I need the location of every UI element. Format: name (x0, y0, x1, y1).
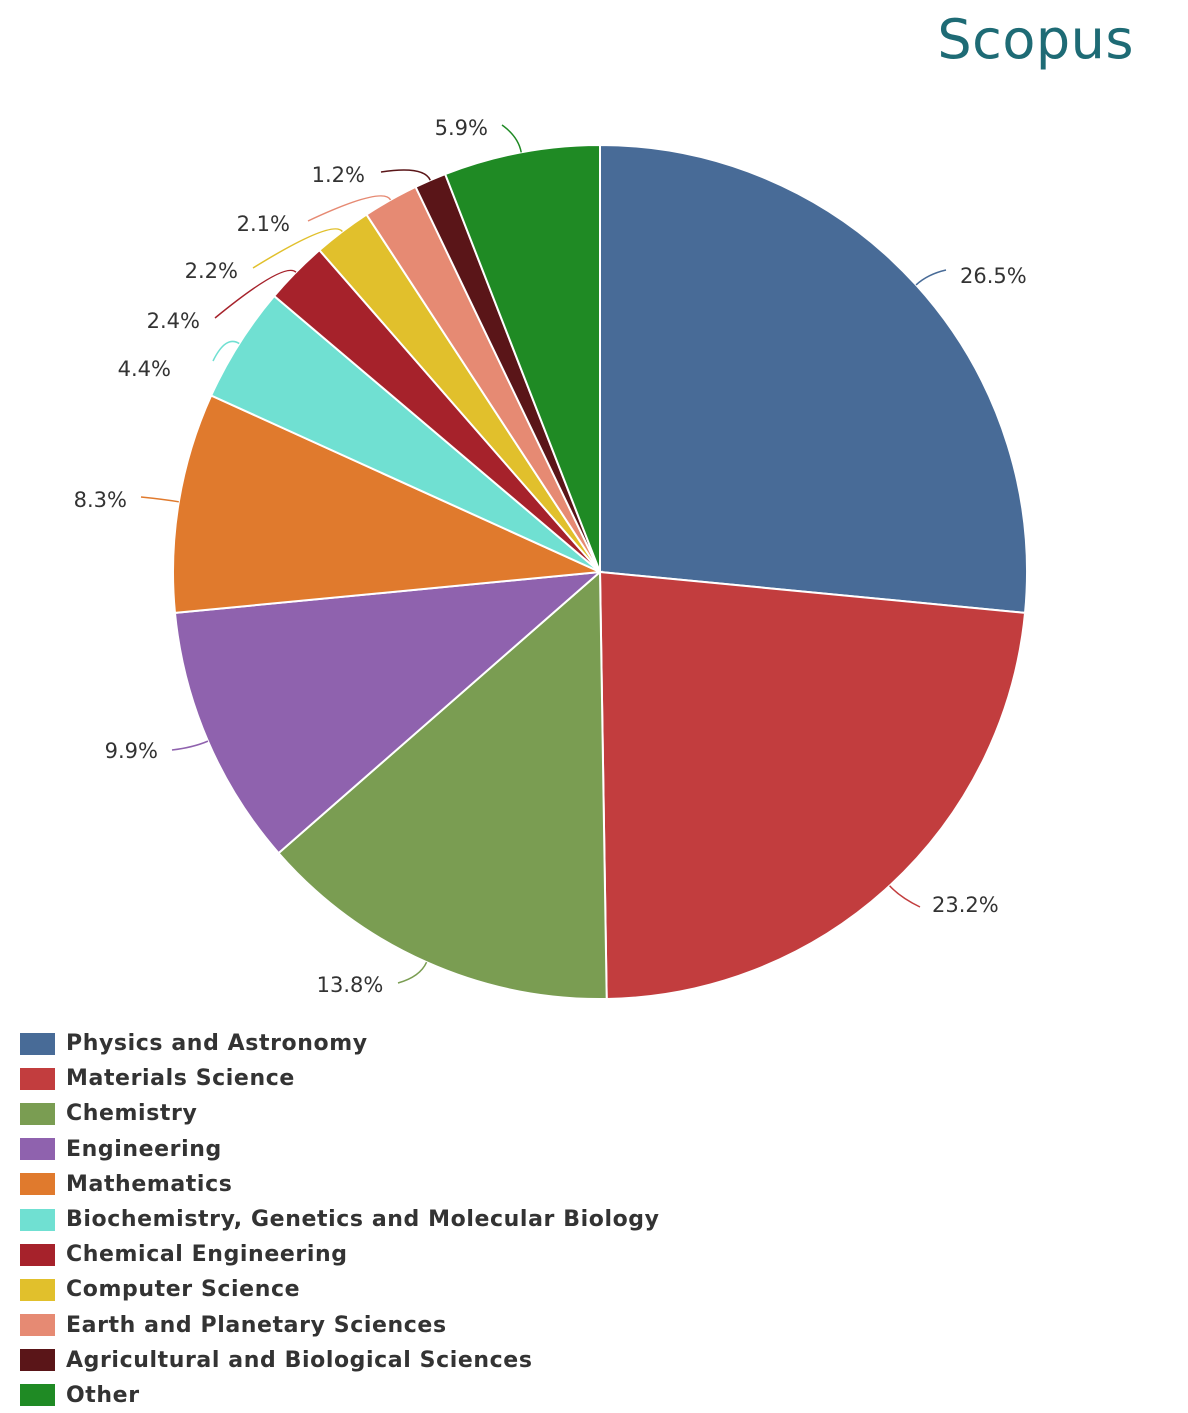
pie-data-label: 4.4% (118, 357, 171, 381)
pie-data-label: 2.2% (185, 259, 238, 283)
legend-item[interactable]: Earth and Planetary Sciences (20, 1308, 660, 1343)
legend-swatch (20, 1384, 55, 1407)
legend-swatch (20, 1173, 55, 1196)
legend-swatch (20, 1349, 55, 1372)
legend-label: Agricultural and Biological Sciences (66, 1347, 533, 1373)
pie-connector-line (889, 885, 921, 908)
legend-swatch (20, 1278, 55, 1301)
legend-item[interactable]: Chemical Engineering (20, 1237, 660, 1272)
legend-item[interactable]: Agricultural and Biological Sciences (20, 1343, 660, 1378)
pie-data-label: 1.2% (312, 163, 365, 187)
pie-slice-other (443, 143, 601, 573)
legend-swatch (20, 1067, 55, 1090)
legend-label: Other (66, 1382, 140, 1408)
pie-connector-line (171, 740, 209, 751)
pie-data-label: 8.3% (74, 488, 127, 512)
pie-connector-line (252, 228, 343, 269)
pie-connector-line (212, 340, 240, 362)
legend-label: Engineering (66, 1136, 222, 1162)
pie-connector-line (214, 269, 297, 319)
legend-swatch (20, 1032, 55, 1055)
pie-data-label: 13.8% (317, 973, 384, 997)
legend-swatch (20, 1314, 55, 1337)
pie-data-label: 9.9% (105, 739, 158, 763)
legend-swatch (20, 1208, 55, 1231)
pie-data-label: 2.4% (147, 309, 200, 333)
legend-item[interactable]: Biochemistry, Genetics and Molecular Bio… (20, 1202, 660, 1237)
legend-item[interactable]: Physics and Astronomy (20, 1026, 660, 1061)
pie-data-label: 23.2% (932, 893, 999, 917)
legend-item[interactable]: Other (20, 1378, 660, 1413)
pie-connector-line (501, 124, 522, 153)
legend-label: Computer Science (66, 1277, 301, 1303)
legend-item[interactable]: Mathematics (20, 1167, 660, 1202)
brand-logo-text: Scopus (937, 8, 1134, 71)
pie-connector-line (380, 169, 431, 181)
legend-label: Physics and Astronomy (66, 1031, 368, 1057)
pie-slice-materials-science (598, 570, 1027, 1000)
pie-data-label: 5.9% (435, 116, 488, 140)
pie-connector-line (397, 961, 428, 984)
legend-label: Chemical Engineering (66, 1242, 348, 1268)
pie-connector-line (915, 269, 947, 286)
pie-data-label: 26.5% (960, 264, 1027, 288)
legend-swatch (20, 1102, 55, 1125)
pie-chart: 26.5% 23.2% 13.8% 9.9% 8.3% 4.4% 2.4% 2.2% 2.1% 1… (74, 116, 1028, 1000)
pie-slice-mathematics (172, 394, 604, 614)
legend-item[interactable]: Materials Science (20, 1061, 660, 1096)
legend-item[interactable]: Chemistry (20, 1096, 660, 1131)
legend-label: Earth and Planetary Sciences (66, 1312, 447, 1338)
pie-connector-line (307, 195, 392, 222)
legend-label: Mathematics (66, 1171, 233, 1197)
legend-label: Chemistry (66, 1101, 198, 1127)
legend-label: Materials Science (66, 1066, 295, 1092)
pie-connector-line (140, 496, 179, 503)
legend-swatch (20, 1243, 55, 1266)
pie-slice-physics-and-astronomy (599, 143, 1028, 614)
legend-item[interactable]: Computer Science (20, 1272, 660, 1307)
chart-legend: Physics and Astronomy Materials Science Ch… (20, 1026, 660, 1413)
pie-data-label: 2.1% (237, 212, 290, 236)
legend-item[interactable]: Engineering (20, 1132, 660, 1167)
legend-swatch (20, 1138, 55, 1161)
legend-label: Biochemistry, Genetics and Molecular Bio… (66, 1207, 660, 1233)
